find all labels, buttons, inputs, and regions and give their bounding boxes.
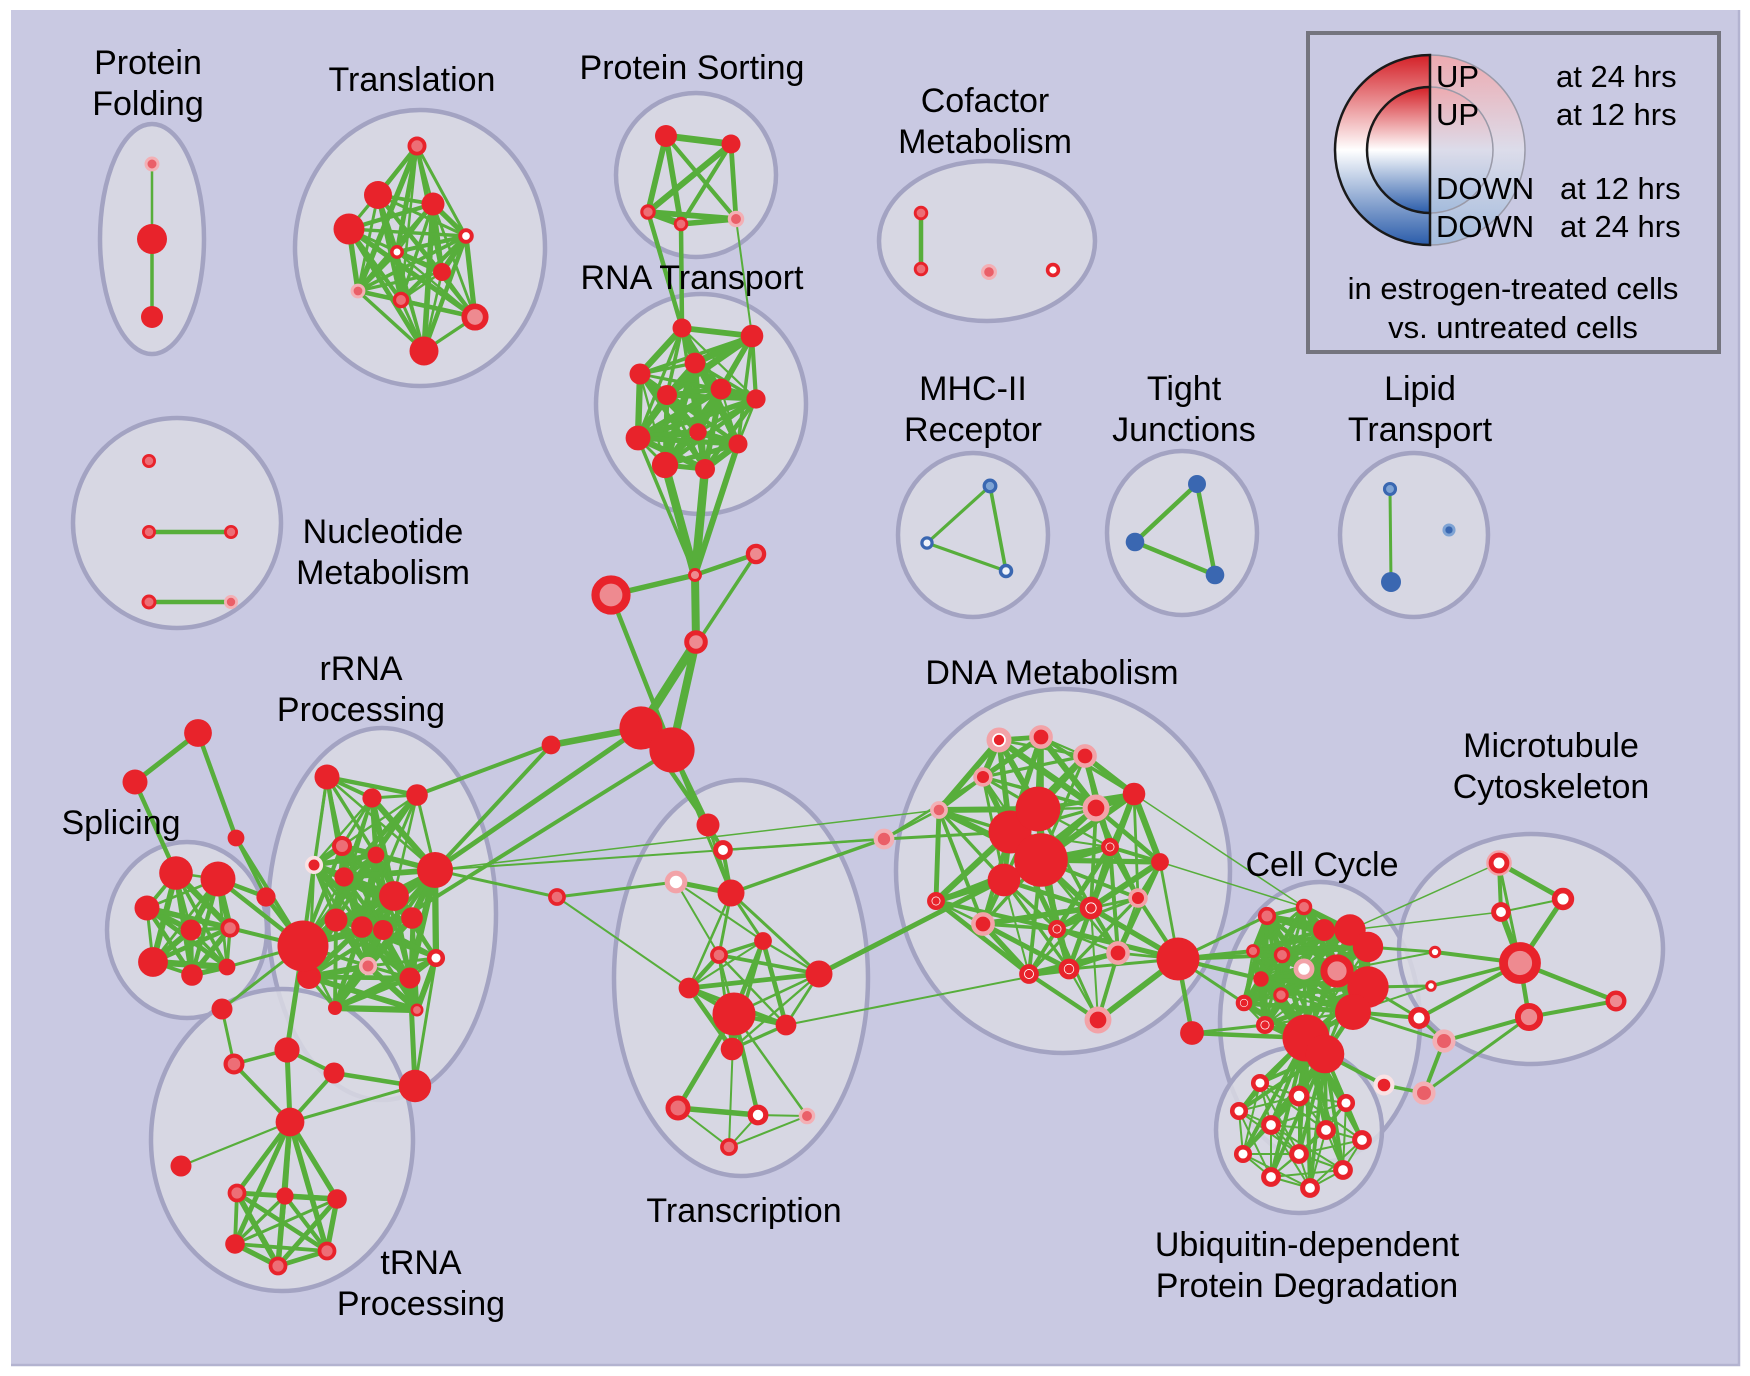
svg-text:in estrogen-treated cells: in estrogen-treated cells <box>1348 271 1679 306</box>
svg-text:RNA Transport: RNA Transport <box>581 259 805 297</box>
svg-text:Junctions: Junctions <box>1112 411 1256 449</box>
svg-text:Processing: Processing <box>337 1285 505 1323</box>
svg-text:at 12 hrs: at 12 hrs <box>1556 97 1677 132</box>
svg-text:Cell Cycle: Cell Cycle <box>1245 846 1398 884</box>
svg-text:Cofactor: Cofactor <box>921 82 1050 120</box>
svg-text:rRNA: rRNA <box>319 650 402 688</box>
svg-text:DOWN: DOWN <box>1436 171 1534 206</box>
svg-text:DNA Metabolism: DNA Metabolism <box>925 654 1178 692</box>
svg-text:at 12 hrs: at 12 hrs <box>1560 171 1681 206</box>
svg-text:Folding: Folding <box>92 85 204 123</box>
svg-text:Receptor: Receptor <box>904 411 1042 449</box>
svg-text:Protein Sorting: Protein Sorting <box>580 49 805 87</box>
svg-text:DOWN: DOWN <box>1436 209 1534 244</box>
svg-text:vs. untreated cells: vs. untreated cells <box>1388 310 1638 345</box>
svg-text:Tight: Tight <box>1147 370 1222 408</box>
svg-text:Processing: Processing <box>277 691 445 729</box>
svg-text:UP: UP <box>1436 59 1479 94</box>
svg-text:Splicing: Splicing <box>61 804 180 842</box>
svg-text:Metabolism: Metabolism <box>898 123 1072 161</box>
svg-text:at 24 hrs: at 24 hrs <box>1560 209 1681 244</box>
svg-text:Ubiquitin-dependent: Ubiquitin-dependent <box>1155 1226 1460 1264</box>
svg-text:Protein: Protein <box>94 44 202 82</box>
svg-text:Microtubule: Microtubule <box>1463 727 1639 765</box>
svg-text:Transport: Transport <box>1348 411 1493 449</box>
svg-text:Cytoskeleton: Cytoskeleton <box>1453 768 1650 806</box>
svg-text:Transcription: Transcription <box>646 1192 841 1230</box>
svg-text:Metabolism: Metabolism <box>296 554 470 592</box>
svg-text:Lipid: Lipid <box>1384 370 1456 408</box>
svg-text:Protein Degradation: Protein Degradation <box>1156 1267 1458 1305</box>
svg-text:tRNA: tRNA <box>380 1244 462 1282</box>
svg-text:at 24 hrs: at 24 hrs <box>1556 59 1677 94</box>
svg-text:Nucleotide: Nucleotide <box>303 513 464 551</box>
svg-text:Translation: Translation <box>329 61 496 99</box>
svg-text:MHC-II: MHC-II <box>919 370 1027 408</box>
svg-text:UP: UP <box>1436 97 1479 132</box>
